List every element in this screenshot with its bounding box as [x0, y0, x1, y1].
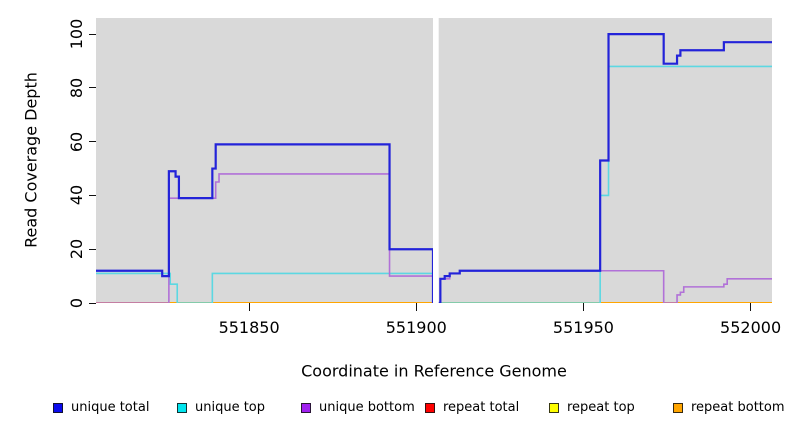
legend-swatch-repeat-bottom: [673, 402, 683, 413]
y-tick-label: 60: [67, 131, 86, 152]
x-tick: [582, 303, 584, 311]
y-tick-label: 0: [67, 297, 86, 309]
x-tick: [415, 303, 417, 311]
legend-item-repeat-total: repeat total: [425, 399, 519, 416]
legend-label: unique top: [195, 400, 266, 415]
y-tick: [89, 302, 96, 304]
x-tick-label: 551950: [552, 318, 614, 337]
x-tick: [248, 303, 250, 311]
y-tick-label: 20: [67, 239, 86, 260]
legend-swatch-unique-bottom: [301, 402, 311, 413]
y-tick: [89, 141, 96, 143]
x-tick: [750, 303, 752, 311]
legend-item-unique-bottom: unique bottom: [301, 399, 415, 416]
y-tick: [89, 87, 96, 89]
x-tick-label: 552000: [720, 318, 782, 337]
legend-item-repeat-bottom: repeat bottom: [673, 399, 785, 416]
legend-item-repeat-top: repeat top: [549, 399, 635, 416]
legend-label: repeat bottom: [691, 400, 785, 415]
series-line-unique-top: [438, 65, 772, 303]
x-tick-label: 551850: [218, 318, 280, 337]
series-line-unique-total: [438, 33, 772, 303]
legend-swatch-repeat-top: [549, 402, 559, 413]
series-line-unique-top: [96, 272, 433, 303]
legend-label: unique bottom: [319, 400, 415, 415]
legend-label: unique total: [71, 400, 150, 415]
x-tick-label: 551900: [385, 318, 447, 337]
y-tick-label: 40: [67, 185, 86, 206]
y-axis-title: Read Coverage Depth: [21, 72, 41, 248]
series-line-unique-bottom: [438, 269, 772, 303]
legend-swatch-repeat-total: [425, 402, 435, 413]
y-tick: [89, 248, 96, 250]
plot-canvas: [96, 18, 772, 303]
legend-swatch-unique-top: [177, 402, 187, 413]
legend: unique total unique top unique bottom repea…: [0, 399, 792, 416]
legend-label: repeat total: [443, 400, 520, 415]
legend-swatch-unique-total: [53, 402, 63, 413]
y-tick: [89, 194, 96, 196]
series-line-unique-total: [96, 143, 435, 303]
masked-region: [433, 18, 439, 303]
legend-label: repeat top: [567, 400, 635, 415]
y-tick-label: 80: [67, 77, 86, 99]
legend-item-unique-total: unique total: [53, 399, 149, 416]
legend-item-unique-top: unique top: [177, 399, 265, 416]
x-axis-title: Coordinate in Reference Genome: [301, 361, 567, 381]
y-tick-label: 100: [67, 18, 86, 50]
y-tick: [89, 33, 96, 35]
plot-panel: [96, 18, 772, 303]
